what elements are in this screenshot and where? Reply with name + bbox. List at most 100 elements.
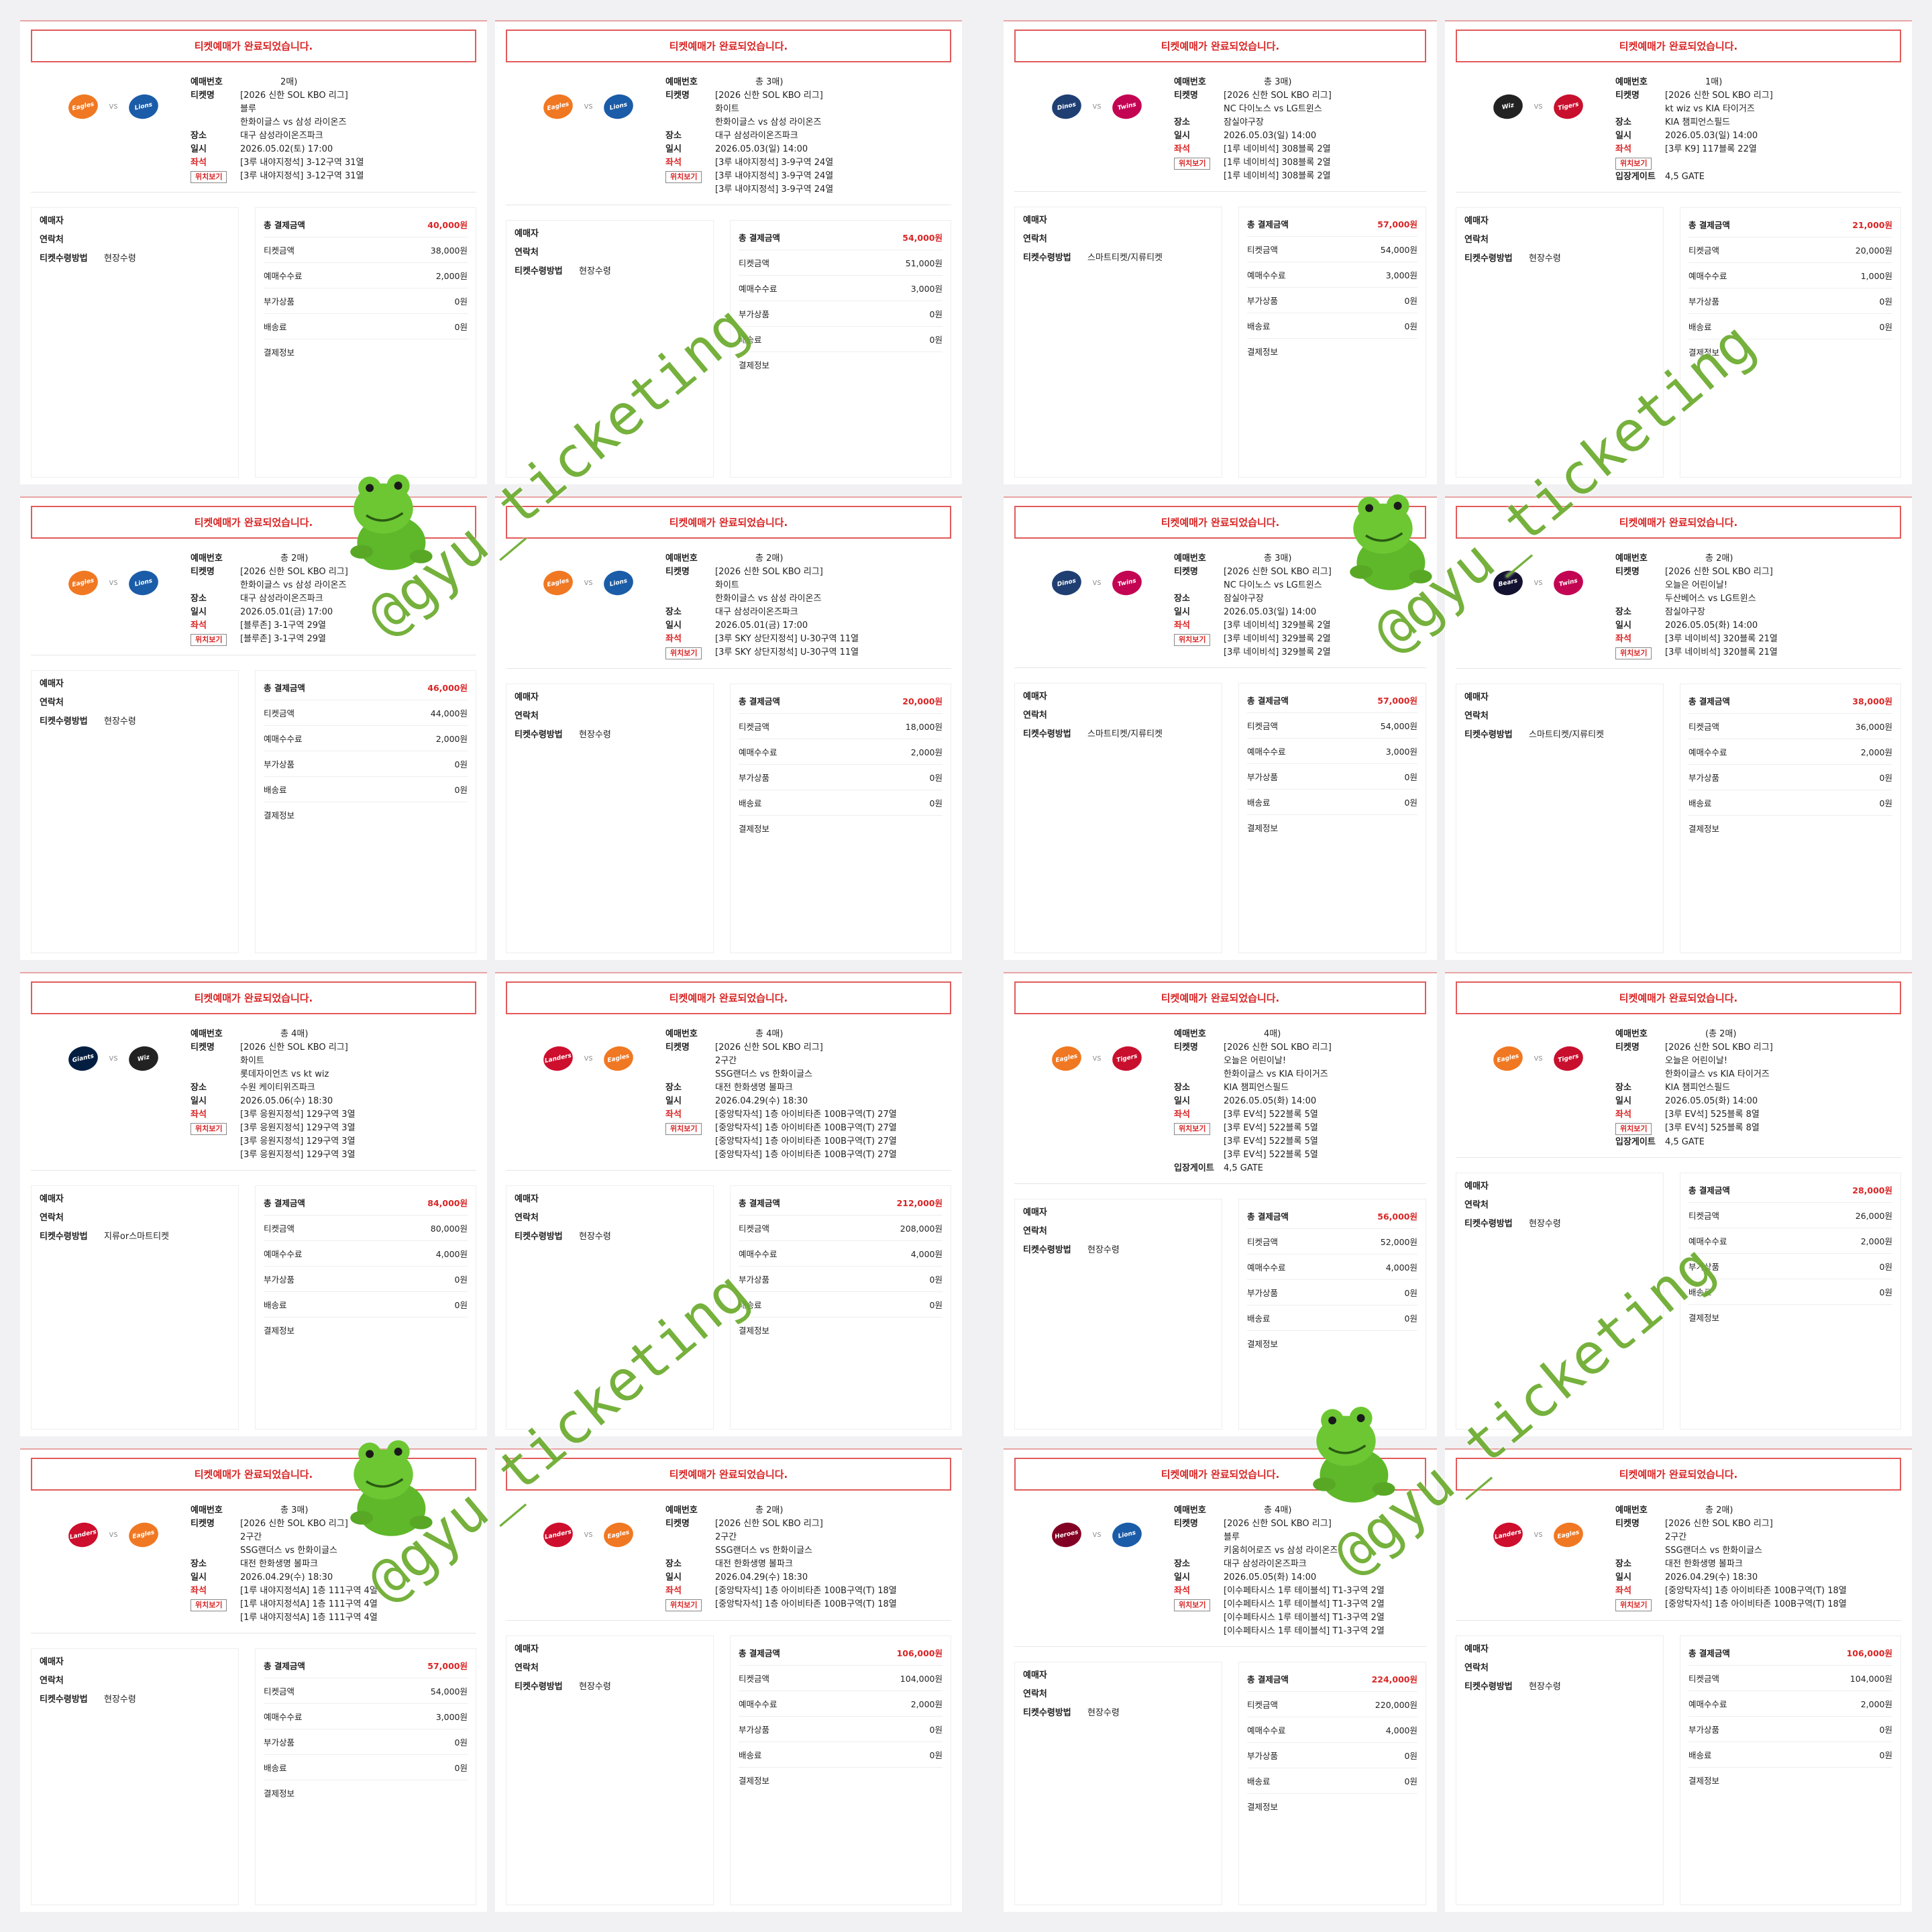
locate-button[interactable]: 위치보기 <box>191 1599 227 1611</box>
fee-label: 예매수수료 <box>1688 1699 1727 1709</box>
ticket-title-line: 2구간 <box>715 1056 737 1066</box>
total-value: 28,000원 <box>1852 1185 1892 1195</box>
fee-label: 예매수수료 <box>1688 747 1727 757</box>
ticket-name-label: 티켓명 <box>665 1518 690 1529</box>
locate-button[interactable]: 위치보기 <box>665 1599 702 1611</box>
locate-button[interactable]: 위치보기 <box>1615 158 1652 170</box>
ticket-card: 티켓예매가 완료되었습니다. Heroes vs Lions 예매번호 총 4매)… <box>1004 1448 1437 1912</box>
ticket-card: 티켓예매가 완료되었습니다. Eagles vs Lions 예매번호 총 2매)… <box>20 496 487 960</box>
venue-label: 장소 <box>191 1558 207 1569</box>
booking-no-value: 총 3매) <box>280 1505 309 1515</box>
locate-button[interactable]: 위치보기 <box>1615 1599 1652 1611</box>
receive-value: 현장수령 <box>579 729 611 740</box>
ticket-title-line: 2구간 <box>715 1532 737 1542</box>
locate-button[interactable]: 위치보기 <box>1615 1123 1652 1135</box>
away-team-logo: Twins <box>1110 568 1144 598</box>
booker-info: 예매자 연락처 티켓수령방법 현장수령 <box>506 220 714 478</box>
locate-button[interactable]: 위치보기 <box>1174 633 1211 646</box>
home-team-logo: Eagles <box>66 91 101 122</box>
ticket-title-line: NC 다이노스 vs LG트윈스 <box>1224 580 1322 590</box>
shipping-label: 배송료 <box>1688 322 1712 332</box>
addon-value: 0원 <box>1404 771 1417 782</box>
seat-line: [3루 응원지정석] 129구역 3열 <box>240 1110 356 1120</box>
ticket-price-value: 220,000원 <box>1375 1699 1417 1710</box>
locate-button[interactable]: 위치보기 <box>191 1123 227 1135</box>
seat-list: [중앙탁자석] 1층 아이비타존 100B구역(T) 27열 [중앙탁자석] 1층… <box>715 1108 946 1162</box>
locate-button[interactable]: 위치보기 <box>1174 1123 1211 1135</box>
ticket-info: Landers vs Eagles 예매번호 총 2매) 티켓명 [2026 신한 … <box>1456 1491 1901 1621</box>
ticket-title-line: [2026 신한 SOL KBO 리그] <box>240 1042 348 1053</box>
addon-label: 부가상품 <box>739 309 770 319</box>
away-team-logo: Tigers <box>1110 1043 1144 1074</box>
receive-value: 지류or스마트티켓 <box>104 1232 170 1242</box>
ticket-info: Eagles vs Lions 예매번호 총 3매) 티켓명 [2026 신한 SO… <box>506 62 951 205</box>
booker-label: 예매자 <box>1464 1181 1489 1191</box>
booker-label: 예매자 <box>515 1194 539 1204</box>
ticket-info: Eagles vs Tigers 예매번호 4매) 티켓명 [2026 신한 SOL… <box>1014 1014 1426 1184</box>
ticket-price-value: 52,000원 <box>1380 1237 1417 1247</box>
total-label: 총 결제금액 <box>739 1198 780 1208</box>
addon-value: 0원 <box>1879 772 1892 783</box>
payment-summary: 총 결제금액 54,000원 티켓금액 51,000원 예매수수료 3,000원 부가… <box>730 220 951 478</box>
venue-label: 장소 <box>191 593 207 604</box>
ticket-info: Landers vs Eagles 예매번호 총 2매) 티켓명 [2026 신한 … <box>506 1491 951 1621</box>
seat-list: [3루 네이비석] 329블록 2열 [3루 네이비석] 329블록 2열 [3루 … <box>1224 619 1421 659</box>
fee-value: 4,000원 <box>435 1249 468 1259</box>
away-team-logo: Twins <box>1551 568 1585 598</box>
payinfo-label: 결제정보 <box>739 823 770 834</box>
ticket-title-line: 한화이글스 vs 삼성 라이온즈 <box>240 117 347 127</box>
ticket-title-line: [2026 신한 SOL KBO 리그] <box>715 91 823 101</box>
seat-line: [3루 EV석] 522블록 5열 <box>1224 1123 1318 1133</box>
fee-label: 예매수수료 <box>264 271 303 281</box>
locate-button[interactable]: 위치보기 <box>1615 647 1652 659</box>
fee-value: 3,000원 <box>1385 746 1417 757</box>
team-logos: Giants vs Wiz <box>36 1028 191 1162</box>
gate-label: 입장게이트 <box>1174 1163 1214 1173</box>
booker-label: 예매자 <box>1464 216 1489 226</box>
datetime-label: 일시 <box>1174 1572 1190 1582</box>
ticket-name-label: 티켓명 <box>1615 566 1640 577</box>
ticket-title-line: NC 다이노스 vs LG트윈스 <box>1224 104 1322 114</box>
booker-info: 예매자 연락처 티켓수령방법 지류or스마트티켓 <box>31 1185 239 1430</box>
ticket-card: 티켓예매가 완료되었습니다. Bears vs Twins 예매번호 총 2매) … <box>1445 496 1912 960</box>
receive-value: 현장수령 <box>579 1681 611 1692</box>
receive-value: 현장수령 <box>104 716 136 727</box>
shipping-value: 0원 <box>454 322 468 332</box>
home-team-logo: Eagles <box>66 568 101 598</box>
away-team-logo: Tigers <box>1551 1043 1585 1074</box>
gate-label: 입장게이트 <box>1615 172 1656 182</box>
completion-banner: 티켓예매가 완료되었습니다. <box>506 30 951 62</box>
addon-value: 0원 <box>1404 1288 1417 1298</box>
fee-value: 4,000원 <box>910 1249 943 1259</box>
ticket-price-label: 티켓금액 <box>1247 245 1279 255</box>
locate-button[interactable]: 위치보기 <box>665 171 702 183</box>
booker-label: 예매자 <box>515 229 539 239</box>
datetime-label: 일시 <box>1174 131 1190 141</box>
locate-button[interactable]: 위치보기 <box>665 1123 702 1135</box>
shipping-value: 0원 <box>1879 1750 1892 1760</box>
fee-label: 예매수수료 <box>264 1249 303 1259</box>
locate-button[interactable]: 위치보기 <box>191 633 227 646</box>
contact-label: 연락처 <box>1023 710 1047 720</box>
fee-value: 2,000원 <box>435 271 468 281</box>
ticket-price-value: 54,000원 <box>430 1686 468 1697</box>
ticket-name-value: [2026 신한 SOL KBO 리그] 2구간 SSG랜더스 vs 한화이글스 <box>715 1041 946 1081</box>
fee-value: 3,000원 <box>1385 270 1417 280</box>
locate-button[interactable]: 위치보기 <box>665 647 702 659</box>
locate-button[interactable]: 위치보기 <box>1174 1599 1211 1611</box>
away-team-logo: Eagles <box>1551 1519 1585 1550</box>
payment-summary: 총 결제금액 212,000원 티켓금액 208,000원 예매수수료 4,000원 … <box>730 1185 951 1430</box>
locate-button[interactable]: 위치보기 <box>191 171 227 183</box>
locate-button[interactable]: 위치보기 <box>1174 158 1211 170</box>
ticket-info: Giants vs Wiz 예매번호 총 4매) 티켓명 [2026 신한 SOL … <box>31 1014 476 1171</box>
fee-label: 예매수수료 <box>1247 1263 1286 1273</box>
contact-label: 연락처 <box>40 235 64 245</box>
payment-section: 예매자 연락처 티켓수령방법 지류or스마트티켓 총 결제금액 84,000원 티켓… <box>31 1171 476 1430</box>
completion-banner: 티켓예매가 완료되었습니다. <box>1014 30 1426 62</box>
away-team-logo: Twins <box>1110 91 1144 122</box>
booking-no-label: 예매번호 <box>1174 553 1206 564</box>
payment-section: 예매자 연락처 티켓수령방법 현장수령 총 결제금액 212,000원 티켓금액 20… <box>506 1171 951 1430</box>
receive-value: 스마트티켓/지류티켓 <box>1087 729 1163 739</box>
ticket-card: 티켓예매가 완료되었습니다. Dinos vs Twins 예매번호 총 3매) … <box>1004 496 1437 960</box>
total-label: 총 결제금액 <box>1688 1648 1730 1658</box>
